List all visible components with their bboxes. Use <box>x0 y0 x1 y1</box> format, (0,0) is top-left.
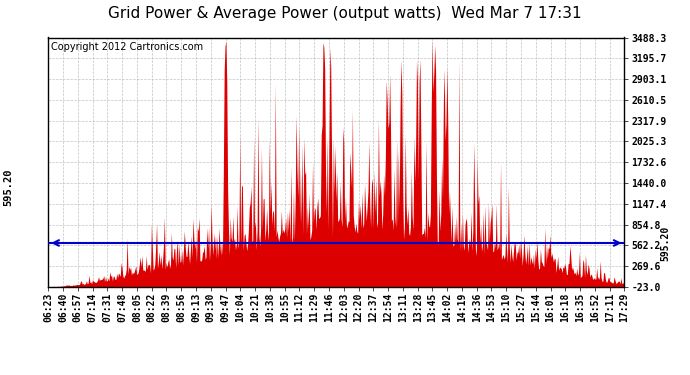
Text: 595.20: 595.20 <box>3 169 13 206</box>
Text: 595.20: 595.20 <box>660 225 670 261</box>
Text: Grid Power & Average Power (output watts)  Wed Mar 7 17:31: Grid Power & Average Power (output watts… <box>108 6 582 21</box>
Text: Copyright 2012 Cartronics.com: Copyright 2012 Cartronics.com <box>51 42 204 52</box>
